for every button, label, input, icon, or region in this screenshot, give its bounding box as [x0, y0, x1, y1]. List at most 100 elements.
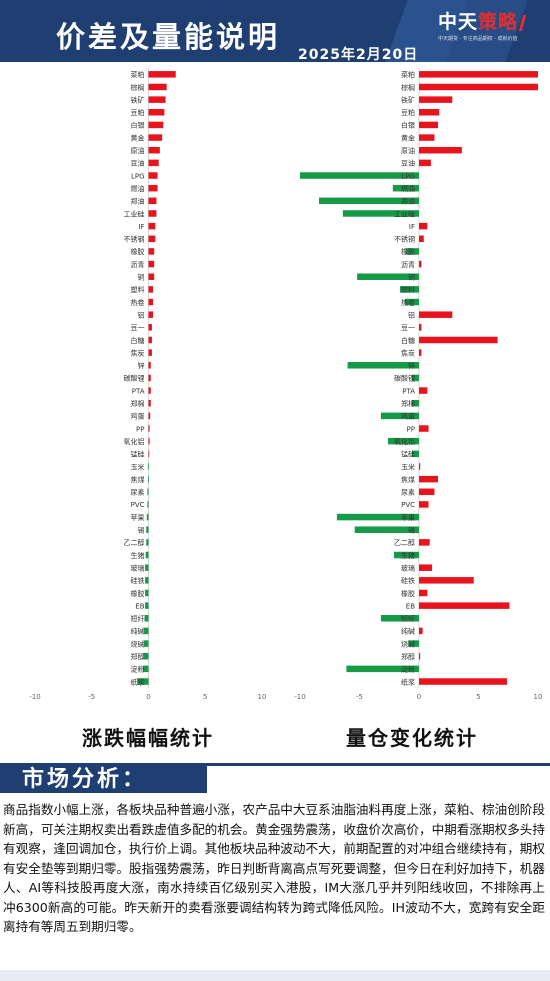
market-analysis-text: 商品指数小幅上涨，各板块品种普遍小涨，农产品中大豆系油脂油料再度上涨，菜粕、棕油… — [3, 802, 545, 934]
category-label: 白银 — [131, 121, 145, 130]
category-label: 纯碱 — [131, 627, 145, 636]
bar-鸡蛋 — [148, 412, 151, 420]
category-label: 沥青 — [401, 260, 415, 269]
bar-鸡蛋 — [380, 412, 419, 420]
bar-铜 — [357, 273, 419, 280]
bar-热卷 — [148, 298, 154, 306]
bar-橡胶 — [419, 589, 428, 597]
bar-郑棉 — [148, 399, 151, 407]
category-label: 橡胶 — [401, 247, 415, 256]
bar-铜 — [148, 273, 155, 280]
category-label: 铁矿 — [131, 95, 145, 104]
x-tick-label: 5 — [203, 693, 207, 701]
category-label: 苹果 — [401, 513, 415, 522]
category-label: 短纤 — [401, 614, 415, 623]
bar-不锈钢 — [419, 235, 424, 243]
bar-豆油 — [148, 159, 159, 167]
bar-豆一 — [148, 324, 152, 331]
bar-生猪 — [145, 551, 149, 559]
category-label: 白糖 — [131, 336, 145, 345]
category-label: PP — [407, 425, 415, 433]
x-tick-label: 10 — [534, 693, 543, 701]
category-label: 焦煤 — [401, 475, 415, 484]
bar-烧碱 — [143, 640, 149, 647]
category-label: 玉米 — [401, 462, 415, 471]
bar-燃油 — [392, 184, 419, 192]
category-label: 豆一 — [131, 324, 145, 332]
bar-短纤 — [144, 615, 149, 622]
logo-bar-icon — [518, 14, 527, 31]
category-label: 玻璃 — [131, 563, 145, 572]
bar-锡 — [146, 526, 149, 533]
category-label: IF — [409, 223, 415, 231]
category-label: PVC — [401, 501, 415, 509]
bar-IF — [148, 222, 156, 230]
category-label: 碳酸锂 — [124, 374, 145, 383]
bar-淀粉 — [142, 665, 149, 673]
category-label: 氧化铝 — [394, 437, 415, 446]
bar-PP — [419, 425, 429, 432]
logo-text-1: 中天 — [438, 11, 479, 33]
category-label: 焦炭 — [401, 348, 415, 357]
category-label: 尿素 — [131, 488, 145, 497]
category-label: 棕榈 — [401, 83, 415, 92]
bar-郑醇 — [143, 652, 149, 660]
bar-棕榈 — [419, 83, 538, 91]
category-label: 锰硅 — [131, 450, 145, 459]
category-label: 燃油 — [401, 184, 415, 193]
bar-LPG — [300, 172, 419, 179]
bar-郑棉 — [411, 399, 419, 407]
bar-燃油 — [148, 184, 158, 192]
bar-尿素 — [419, 488, 435, 496]
category-label: 锡 — [138, 526, 145, 535]
category-label: 橡胶 — [131, 589, 145, 598]
category-label: 铁矿 — [401, 95, 415, 104]
bar-烧碱 — [408, 640, 419, 647]
category-label: 菜粕 — [131, 70, 145, 79]
logo-tagline: 中天期货 · 专注商品期权 · 成就价值 — [438, 36, 518, 42]
bar-IF — [419, 222, 428, 230]
section-banner: 市场分析： — [0, 753, 550, 798]
category-label: 沥青 — [131, 260, 145, 269]
category-label: 鸡蛋 — [401, 412, 415, 421]
bar-锰硅 — [411, 450, 419, 458]
category-label: 锌 — [408, 361, 415, 370]
category-label: 玉米 — [131, 462, 145, 471]
bar-黄金 — [148, 134, 163, 141]
category-label: 乙二醇 — [394, 538, 415, 547]
bar-原油 — [148, 146, 160, 154]
section-title: 市场分析： — [22, 767, 148, 792]
bar-碳酸锂 — [148, 374, 151, 382]
category-label: 橡胶 — [401, 589, 415, 598]
bar-LPG — [148, 172, 158, 179]
bar-豆粕 — [419, 109, 440, 116]
bar-焦炭 — [419, 349, 422, 356]
category-label: 纯碱 — [401, 627, 415, 636]
category-label: 郑醇 — [131, 652, 145, 661]
category-label: 铝 — [138, 310, 145, 319]
category-label: 锌 — [138, 361, 145, 370]
bar-沥青 — [419, 260, 422, 268]
bar-郑油 — [319, 197, 419, 205]
volume-oi-chart: 菜粕棕榈铁矿豆粕白银黄金原油豆油LPG燃油郑油工业硅IF不锈钢橡胶沥青铜塑料热卷… — [294, 68, 542, 701]
bar-菜粕 — [419, 71, 538, 78]
bar-乙二醇 — [146, 539, 149, 546]
bar-白银 — [419, 121, 439, 129]
category-label: 橡胶 — [131, 247, 145, 256]
bar-豆一 — [419, 324, 422, 331]
bar-生猪 — [394, 551, 419, 559]
bar-铁矿 — [148, 96, 166, 103]
bar-短纤 — [380, 615, 419, 622]
category-label: 豆粕 — [401, 108, 415, 117]
bar-纸浆 — [137, 678, 149, 685]
category-label: 豆一 — [401, 324, 415, 332]
category-label: 铜 — [408, 273, 415, 282]
bar-玻璃 — [145, 564, 149, 571]
category-label: 燃油 — [131, 184, 145, 193]
bar-铝 — [419, 311, 453, 318]
bar-锡 — [354, 526, 419, 533]
category-label: 工业硅 — [394, 209, 415, 218]
category-label: 白银 — [401, 121, 415, 130]
category-label: 焦炭 — [131, 348, 145, 357]
category-label: 热卷 — [401, 298, 415, 307]
